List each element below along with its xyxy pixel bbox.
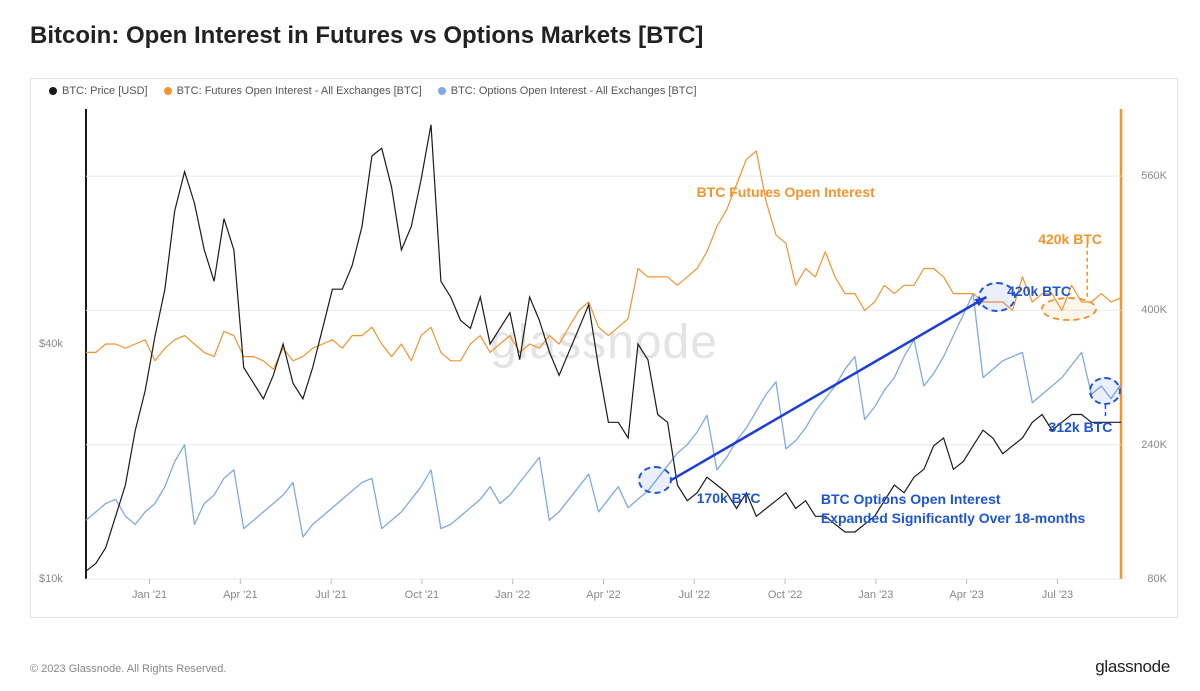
annotation-circle — [978, 282, 1016, 312]
legend: BTC: Price [USD] BTC: Futures Open Inter… — [49, 85, 697, 97]
y-right-tick: 80K — [1147, 573, 1167, 585]
legend-item-price: BTC: Price [USD] — [49, 85, 148, 97]
x-tick: Apr '21 — [223, 589, 258, 601]
chart-title: Bitcoin: Open Interest in Futures vs Opt… — [0, 0, 1200, 50]
x-tick: Jul '21 — [315, 589, 346, 601]
copyright: © 2023 Glassnode. All Rights Reserved. — [30, 663, 226, 675]
chart-container: BTC: Price [USD] BTC: Futures Open Inter… — [30, 78, 1178, 618]
y-right-tick: 240K — [1141, 439, 1167, 451]
legend-dot — [438, 87, 446, 95]
y-left-tick: $40k — [39, 338, 63, 350]
legend-dot — [164, 87, 172, 95]
legend-label: BTC: Options Open Interest - All Exchang… — [451, 85, 697, 97]
y-right-tick: 560K — [1141, 170, 1167, 182]
annotation-text: 420k BTC — [1038, 231, 1102, 247]
y-left-tick: $10k — [39, 573, 63, 585]
x-tick: Apr '22 — [586, 589, 621, 601]
legend-item-futures: BTC: Futures Open Interest - All Exchang… — [164, 85, 422, 97]
annotation-text: BTC Futures Open Interest — [697, 184, 875, 200]
y-right-tick: 400K — [1141, 304, 1167, 316]
annotation-text: 170k BTC — [697, 490, 761, 506]
annotation-text: 312k BTC — [1049, 419, 1113, 435]
legend-label: BTC: Futures Open Interest - All Exchang… — [177, 85, 422, 97]
x-tick: Jan '21 — [132, 589, 167, 601]
x-tick: Oct '21 — [405, 589, 440, 601]
annotation-circle — [1041, 297, 1097, 321]
x-tick: Jan '23 — [858, 589, 893, 601]
legend-dot — [49, 87, 57, 95]
annotation-text: BTC Options Open Interest Expanded Signi… — [821, 490, 1086, 528]
brand-logo: glassnode — [1095, 657, 1170, 677]
x-tick: Apr '23 — [949, 589, 984, 601]
x-tick: Jul '23 — [1042, 589, 1073, 601]
x-tick: Jan '22 — [495, 589, 530, 601]
x-tick: Jul '22 — [679, 589, 710, 601]
legend-item-options: BTC: Options Open Interest - All Exchang… — [438, 85, 697, 97]
x-tick: Oct '22 — [768, 589, 803, 601]
legend-label: BTC: Price [USD] — [62, 85, 148, 97]
